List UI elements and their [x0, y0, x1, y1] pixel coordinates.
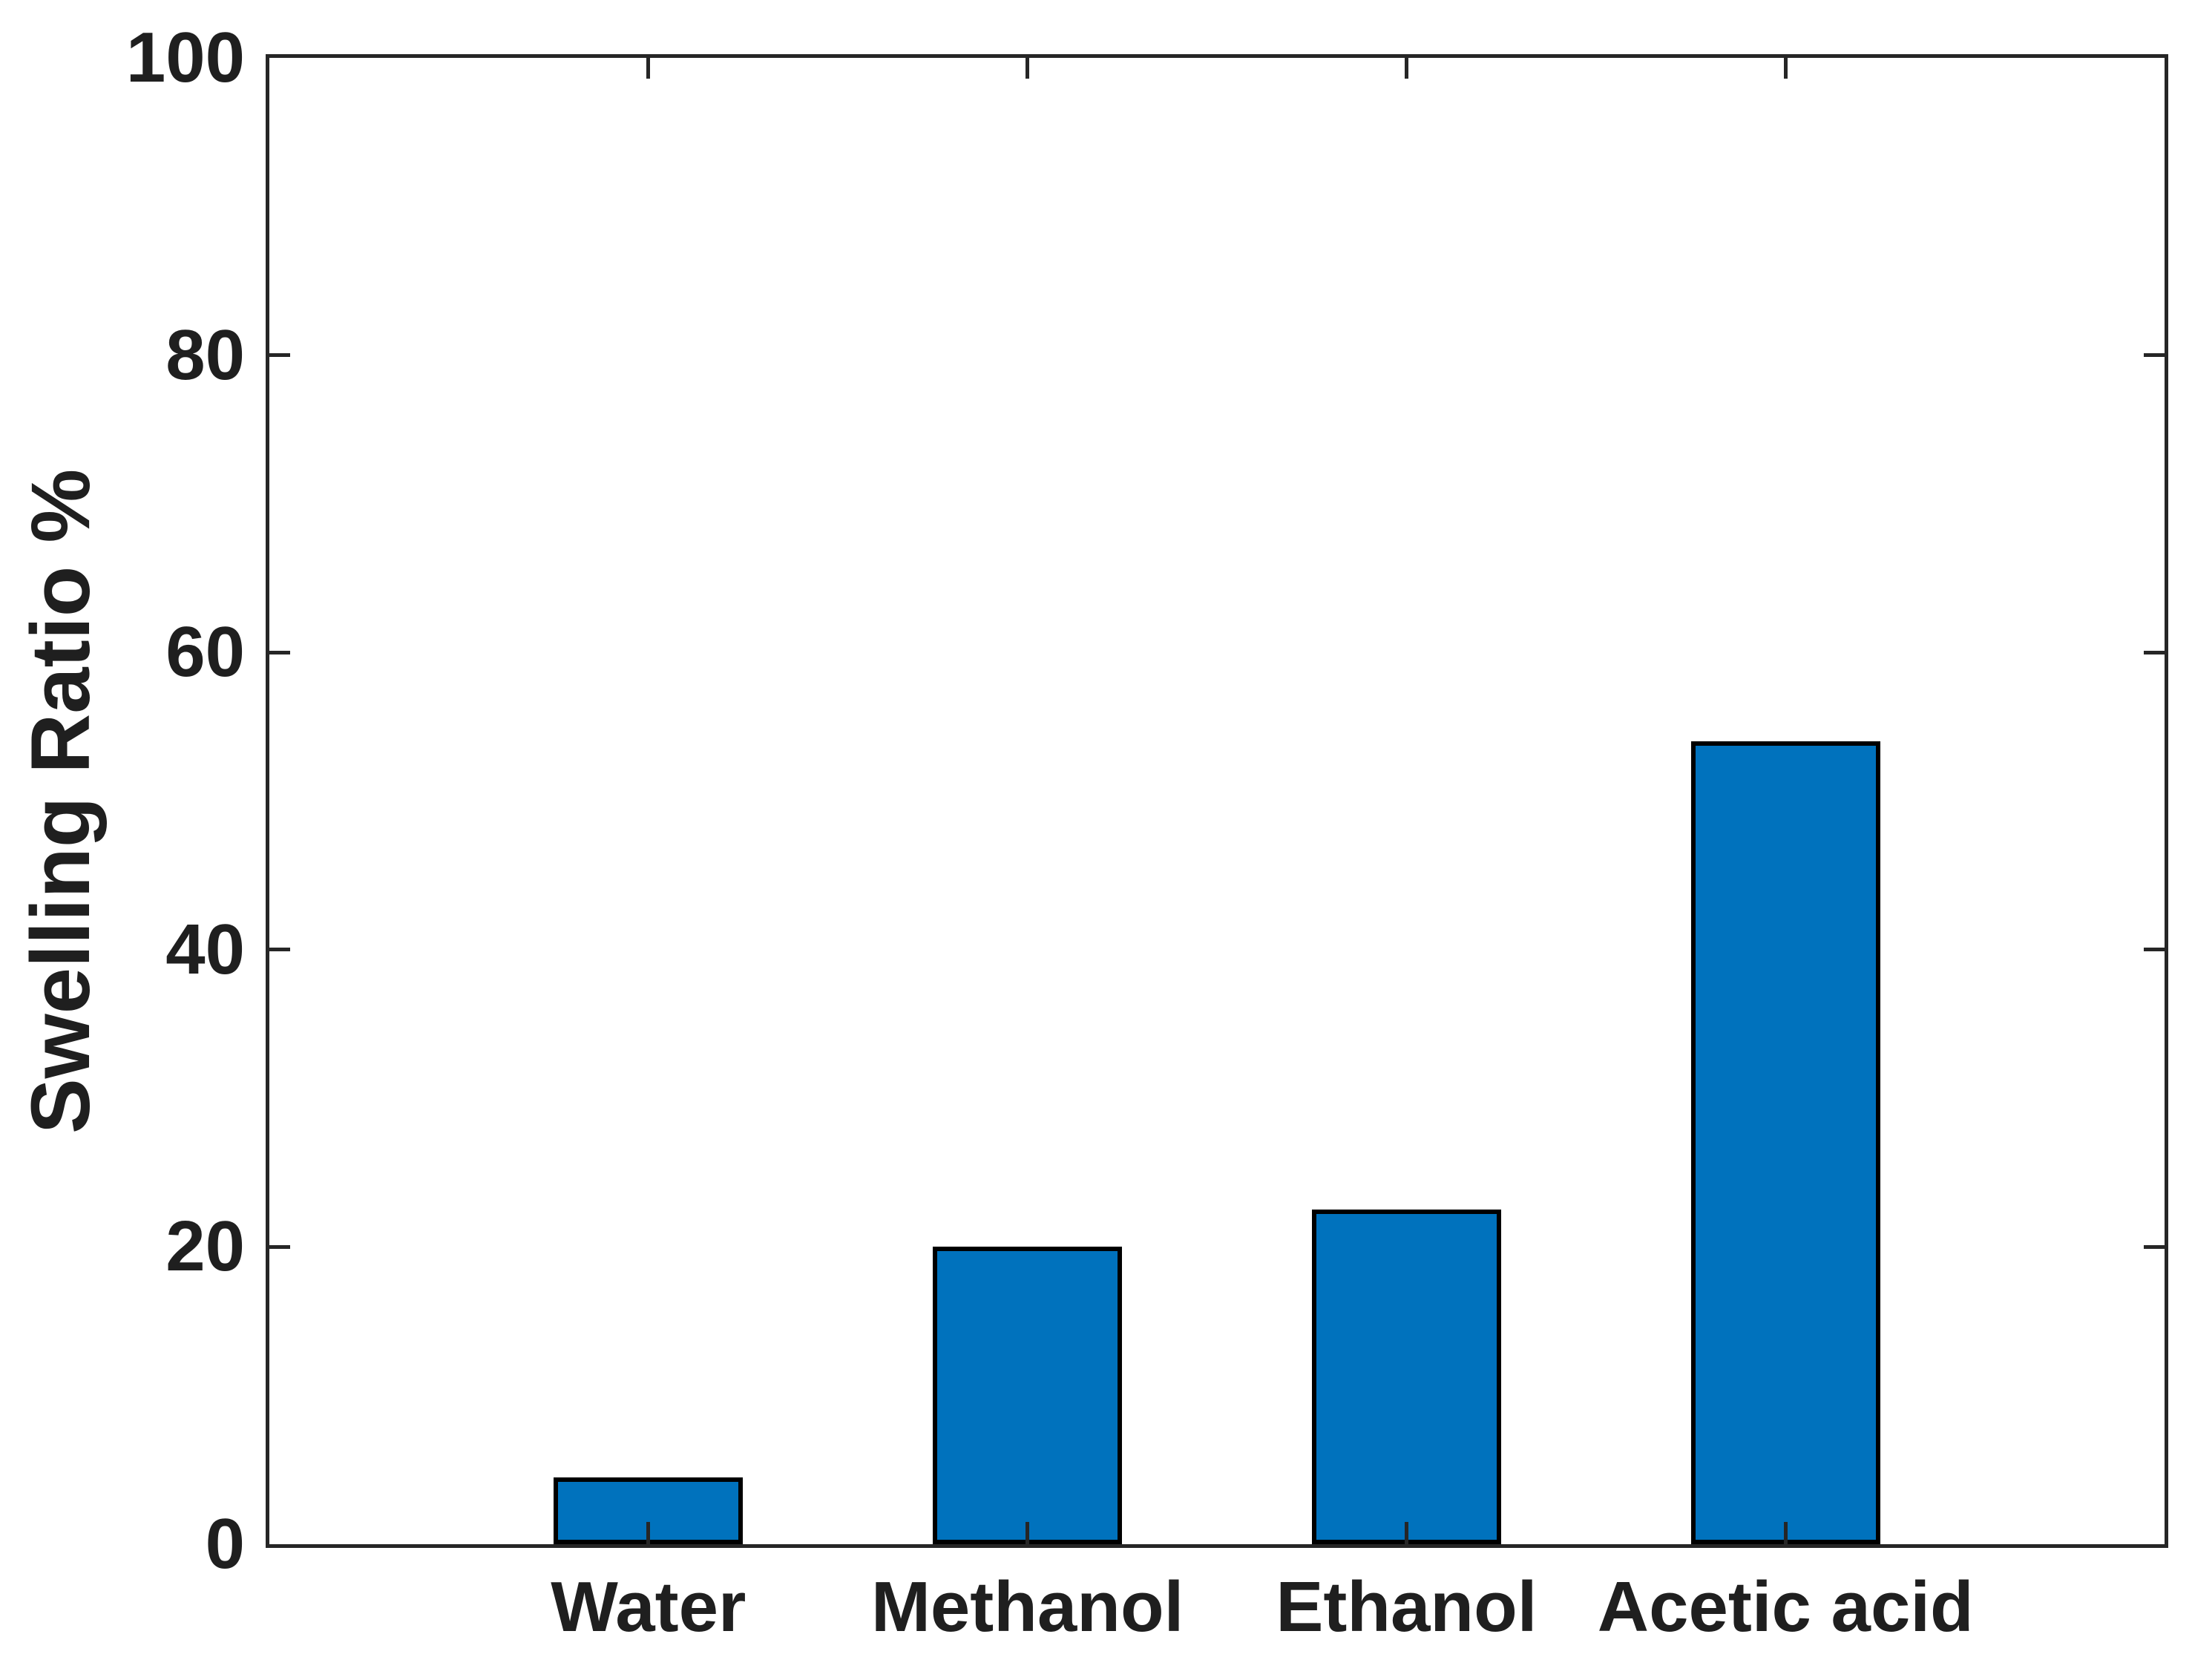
x-tick-mark-top — [1026, 58, 1030, 79]
x-tick-mark-top — [1783, 58, 1788, 79]
y-tick-mark-left — [269, 650, 290, 654]
y-tick-label: 60 — [165, 612, 245, 692]
bar-methanol — [932, 1247, 1123, 1544]
y-tick-mark-right — [2144, 650, 2165, 654]
x-tick-label: Acetic acid — [1597, 1567, 1974, 1647]
y-tick-mark-right — [2144, 948, 2165, 952]
x-tick-mark-top — [1404, 58, 1408, 79]
y-tick-label: 20 — [165, 1207, 245, 1287]
x-tick-label: Water — [551, 1567, 746, 1647]
x-tick-mark-top — [646, 58, 651, 79]
y-axis-label: Swelling Ratio % — [14, 468, 107, 1134]
y-tick-label: 100 — [125, 18, 245, 97]
y-tick-mark-right — [2144, 353, 2165, 358]
x-tick-label: Methanol — [870, 1567, 1184, 1647]
x-tick-mark-bottom — [1026, 1522, 1030, 1544]
y-tick-label: 80 — [165, 315, 245, 395]
x-tick-mark-bottom — [646, 1522, 651, 1544]
bar-acetic-acid — [1690, 741, 1880, 1544]
x-tick-mark-bottom — [1404, 1522, 1408, 1544]
x-tick-label: Ethanol — [1276, 1567, 1538, 1647]
plot-area — [266, 54, 2168, 1548]
bar-ethanol — [1311, 1210, 1502, 1544]
y-tick-label: 0 — [205, 1504, 245, 1584]
y-tick-label: 40 — [165, 909, 245, 989]
y-tick-mark-left — [269, 353, 290, 358]
y-tick-mark-left — [269, 1244, 290, 1249]
y-tick-mark-left — [269, 948, 290, 952]
y-tick-mark-right — [2144, 1244, 2165, 1249]
x-tick-mark-bottom — [1783, 1522, 1788, 1544]
